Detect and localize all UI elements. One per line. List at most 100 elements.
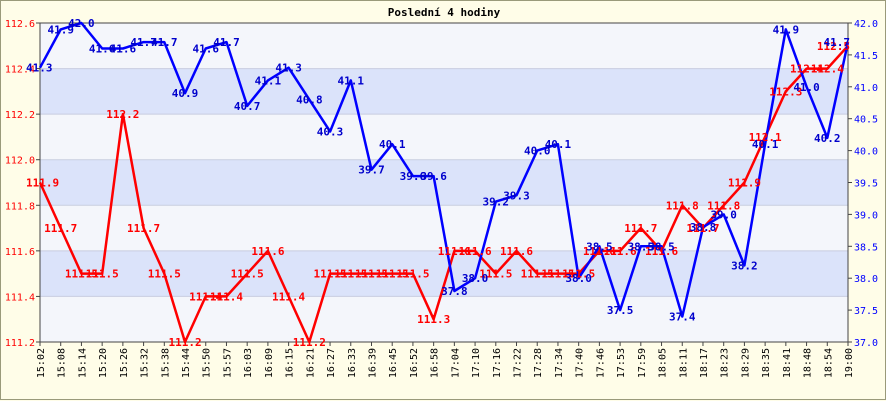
x-tick-label: 15:20 bbox=[98, 348, 109, 378]
series-line-red bbox=[38, 44, 849, 344]
right-tick-label: 41.5 bbox=[854, 51, 878, 62]
data-label: 111.8 bbox=[666, 199, 699, 212]
right-tick-label: 39.5 bbox=[854, 179, 878, 190]
data-label: 41.6 bbox=[110, 43, 137, 56]
right-tick-label: 40.0 bbox=[854, 147, 878, 158]
right-tick-label: 40.5 bbox=[854, 115, 878, 126]
series-line-blue bbox=[38, 21, 850, 318]
data-label: 111.6 bbox=[583, 245, 616, 258]
data-label: 111.6 bbox=[645, 245, 678, 258]
data-label: 111.5 bbox=[148, 268, 181, 281]
left-tick-label: 111.8 bbox=[5, 201, 35, 212]
data-label: 39.7 bbox=[358, 164, 385, 177]
left-tick-label: 112.4 bbox=[5, 65, 35, 76]
data-label: 41.1 bbox=[255, 74, 282, 87]
x-tick-label: 15:08 bbox=[57, 348, 68, 378]
data-label: 38.2 bbox=[731, 259, 758, 272]
chart-title: Poslední 4 hodiny bbox=[388, 6, 501, 19]
data-label: 111.5 bbox=[396, 268, 429, 281]
data-label: 41.1 bbox=[338, 74, 365, 87]
x-tick-label: 16:27 bbox=[326, 348, 337, 378]
x-tick-label: 16:09 bbox=[264, 348, 275, 378]
right-tick-label: 38.5 bbox=[854, 242, 878, 253]
x-tick-label: 15:44 bbox=[181, 348, 192, 378]
data-label: 40.2 bbox=[814, 132, 841, 145]
data-label: 111.4 bbox=[210, 290, 243, 303]
data-label: 41.7 bbox=[130, 36, 157, 49]
data-label: 111.6 bbox=[438, 245, 471, 258]
data-label: 111.2 bbox=[168, 336, 201, 349]
data-label: 38.0 bbox=[462, 272, 489, 285]
data-label: 111.7 bbox=[624, 222, 657, 235]
data-label: 41.0 bbox=[793, 81, 820, 94]
data-label: 39.6 bbox=[420, 170, 447, 183]
data-label: 111.5 bbox=[376, 268, 409, 281]
data-label: 40.1 bbox=[379, 138, 406, 151]
data-label: 39.0 bbox=[710, 208, 737, 221]
data-label: 111.7 bbox=[44, 222, 77, 235]
data-label: 38.5 bbox=[586, 240, 613, 253]
x-tick-label: 17:10 bbox=[471, 348, 482, 378]
x-tick-label: 17:16 bbox=[492, 348, 503, 378]
data-label: 111.5 bbox=[355, 268, 388, 281]
data-label: 40.9 bbox=[172, 87, 199, 100]
x-tick-label: 18:41 bbox=[782, 348, 793, 378]
left-tick-label: 111.2 bbox=[5, 338, 35, 349]
data-label: 41.3 bbox=[275, 62, 302, 75]
data-label: 41.3 bbox=[26, 62, 53, 75]
x-tick-label: 18:17 bbox=[699, 348, 710, 378]
left-tick-label: 111.4 bbox=[5, 292, 35, 303]
series-lines bbox=[38, 21, 850, 344]
right-tick-label: 39.0 bbox=[854, 210, 878, 221]
data-label: 40.7 bbox=[234, 100, 261, 113]
data-label: 112.4 bbox=[790, 63, 823, 76]
right-tick-label: 37.0 bbox=[854, 338, 878, 349]
data-label: 38.0 bbox=[565, 272, 592, 285]
data-label: 38.5 bbox=[648, 240, 675, 253]
data-label: 111.6 bbox=[604, 245, 637, 258]
x-tick-label: 15:02 bbox=[36, 348, 47, 378]
x-tick-label: 17:22 bbox=[513, 348, 524, 378]
data-label: 39.2 bbox=[483, 196, 510, 209]
data-label: 112.5 bbox=[817, 40, 850, 53]
data-label: 111.4 bbox=[189, 290, 222, 303]
x-tick-label: 16:33 bbox=[347, 348, 358, 378]
x-tick-label: 17:28 bbox=[533, 348, 544, 378]
data-label: 111.6 bbox=[251, 245, 284, 258]
data-label: 41.7 bbox=[213, 36, 240, 49]
data-label: 111.5 bbox=[521, 268, 554, 281]
data-label: 40.1 bbox=[752, 138, 779, 151]
data-label: 111.9 bbox=[728, 177, 761, 190]
left-tick-label: 112.0 bbox=[5, 156, 35, 167]
data-label: 112.2 bbox=[106, 108, 139, 121]
data-label: 112.4 bbox=[811, 63, 844, 76]
x-tick-label: 16:21 bbox=[305, 348, 316, 378]
data-label: 37.4 bbox=[669, 310, 696, 323]
x-tick-label: 17:59 bbox=[637, 348, 648, 378]
data-label: 111.9 bbox=[26, 177, 59, 190]
data-label: 39.3 bbox=[503, 189, 530, 202]
data-label: 111.5 bbox=[479, 268, 512, 281]
data-label: 41.9 bbox=[47, 23, 74, 36]
x-tick-label: 15:26 bbox=[119, 348, 130, 378]
x-tick-label: 15:32 bbox=[140, 348, 151, 378]
data-label: 111.5 bbox=[334, 268, 367, 281]
x-tick-label: 17:04 bbox=[450, 348, 461, 378]
data-label: 111.5 bbox=[65, 268, 98, 281]
data-label: 38.8 bbox=[690, 221, 717, 234]
data-label: 41.7 bbox=[151, 36, 178, 49]
data-label: 111.8 bbox=[707, 199, 740, 212]
x-tick-label: 15:38 bbox=[160, 348, 171, 378]
data-label: 111.5 bbox=[231, 268, 264, 281]
data-label: 40.0 bbox=[524, 145, 551, 158]
data-label: 111.6 bbox=[500, 245, 533, 258]
right-tick-label: 38.0 bbox=[854, 274, 878, 285]
x-tick-label: 16:15 bbox=[285, 348, 296, 378]
x-tick-label: 15:50 bbox=[202, 348, 213, 378]
x-tick-label: 18:11 bbox=[678, 348, 689, 378]
left-tick-label: 112.6 bbox=[5, 19, 35, 30]
x-tick-label: 17:46 bbox=[595, 348, 606, 378]
x-tick-label: 16:52 bbox=[409, 348, 420, 378]
